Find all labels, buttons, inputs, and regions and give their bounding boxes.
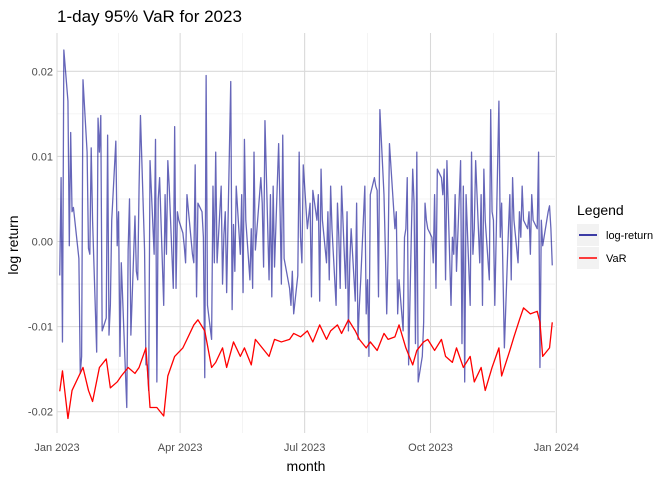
x-axis-title: month xyxy=(287,458,326,474)
y-tick-label: -0.01 xyxy=(28,322,53,334)
x-tick-label: Jan 2024 xyxy=(534,442,579,454)
x-tick-label: Apr 2023 xyxy=(158,442,203,454)
legend: Legend log-return VaR xyxy=(577,202,653,269)
x-tick-label: Oct 2023 xyxy=(408,442,453,454)
y-axis-ticks: 0.02 0.01 0.00 -0.01 -0.02 xyxy=(28,66,53,418)
legend-label-log-return: log-return xyxy=(606,230,653,242)
legend-items: log-return VaR xyxy=(577,224,653,269)
y-tick-label: 0.02 xyxy=(32,66,53,78)
plot-area xyxy=(56,33,557,433)
x-tick-label: Jan 2023 xyxy=(34,442,79,454)
y-tick-label: -0.02 xyxy=(28,407,53,419)
series-line-var xyxy=(59,307,553,420)
y-axis-title: log return xyxy=(5,215,21,274)
y-tick-label: 0.01 xyxy=(32,151,53,163)
legend-title: Legend xyxy=(577,202,624,218)
series-layer xyxy=(59,49,553,420)
chart-title: 1-day 95% VaR for 2023 xyxy=(57,7,242,26)
x-axis-ticks: Jan 2023 Apr 2023 Jul 2023 Oct 2023 Jan 2024 xyxy=(34,442,579,454)
series-line-log-return xyxy=(59,49,553,409)
x-tick-label: Jul 2023 xyxy=(284,442,326,454)
y-tick-label: 0.00 xyxy=(32,237,53,249)
legend-label-var: VaR xyxy=(606,253,627,265)
